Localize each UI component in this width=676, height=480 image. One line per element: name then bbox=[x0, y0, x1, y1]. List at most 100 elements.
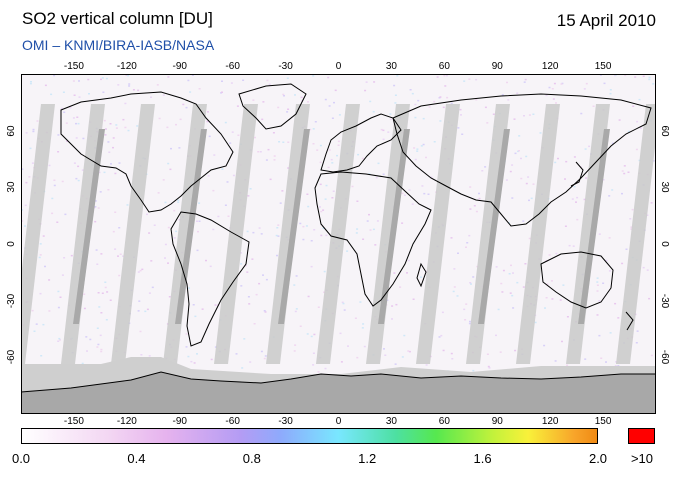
noise-speck bbox=[59, 296, 62, 298]
noise-speck bbox=[125, 74, 128, 76]
noise-speck bbox=[229, 142, 232, 144]
noise-speck bbox=[189, 91, 192, 93]
noise-speck bbox=[389, 113, 392, 115]
tick-left-label: -60 bbox=[6, 350, 17, 365]
noise-speck bbox=[376, 220, 379, 222]
noise-speck bbox=[258, 282, 261, 285]
noise-speck bbox=[510, 264, 512, 267]
colorbar-label: 0.4 bbox=[127, 451, 146, 466]
noise-speck bbox=[553, 82, 556, 85]
noise-speck bbox=[470, 283, 472, 285]
noise-speck bbox=[310, 335, 313, 338]
noise-speck bbox=[502, 269, 505, 272]
noise-speck bbox=[75, 137, 78, 139]
noise-speck bbox=[382, 138, 385, 141]
noise-speck bbox=[639, 127, 642, 129]
noise-speck bbox=[408, 189, 411, 191]
noise-speck bbox=[136, 125, 139, 127]
swath-gap bbox=[616, 104, 656, 364]
noise-speck bbox=[224, 121, 227, 124]
noise-speck bbox=[608, 195, 611, 197]
noise-speck bbox=[126, 204, 129, 206]
noise-speck bbox=[609, 92, 612, 95]
noise-speck bbox=[401, 222, 404, 224]
noise-speck bbox=[39, 243, 42, 245]
noise-speck bbox=[317, 371, 320, 373]
noise-speck bbox=[525, 182, 528, 185]
noise-speck bbox=[104, 134, 107, 136]
noise-speck bbox=[440, 334, 443, 337]
tick-top-label: 60 bbox=[438, 61, 450, 72]
noise-speck bbox=[463, 308, 466, 311]
noise-speck bbox=[36, 120, 39, 122]
tick-bottom-label: 150 bbox=[594, 416, 612, 427]
noise-speck bbox=[312, 75, 315, 77]
noise-speck bbox=[614, 302, 617, 305]
noise-speck bbox=[286, 77, 289, 79]
noise-speck bbox=[313, 333, 316, 336]
noise-speck bbox=[210, 358, 213, 361]
noise-speck bbox=[287, 141, 290, 143]
noise-speck bbox=[365, 81, 368, 83]
swath-gap bbox=[111, 104, 155, 364]
noise-speck bbox=[190, 360, 193, 363]
noise-speck bbox=[475, 99, 478, 101]
noise-speck bbox=[439, 96, 442, 98]
south-america-outline bbox=[170, 211, 250, 347]
noise-speck bbox=[77, 179, 80, 182]
noise-speck bbox=[384, 354, 387, 356]
noise-speck bbox=[235, 353, 238, 355]
noise-speck bbox=[328, 149, 331, 151]
noise-speck bbox=[156, 84, 159, 86]
noise-speck bbox=[399, 286, 402, 288]
noise-speck bbox=[580, 112, 583, 115]
noise-speck bbox=[337, 144, 340, 146]
noise-speck bbox=[487, 365, 490, 368]
noise-speck bbox=[118, 162, 121, 164]
noise-speck bbox=[158, 117, 161, 120]
noise-speck bbox=[413, 147, 416, 149]
noise-speck bbox=[495, 266, 498, 268]
noise-speck bbox=[543, 344, 546, 347]
noise-speck bbox=[511, 164, 514, 166]
noise-speck bbox=[497, 308, 500, 311]
noise-speck bbox=[401, 192, 404, 195]
noise-speck bbox=[259, 151, 262, 153]
continent-outlines bbox=[60, 83, 652, 347]
noise-speck bbox=[314, 121, 317, 123]
noise-speck bbox=[584, 148, 587, 150]
noise-speck bbox=[257, 151, 260, 153]
noise-speck bbox=[205, 259, 207, 262]
noise-speck bbox=[621, 262, 624, 265]
noise-speck bbox=[460, 114, 462, 116]
noise-speck bbox=[97, 292, 100, 294]
credit-line: OMI – KNMI/BIRA-IASB/NASA bbox=[22, 37, 215, 53]
noise-speck bbox=[439, 120, 442, 122]
noise-speck bbox=[240, 252, 242, 254]
noise-speck bbox=[294, 310, 297, 313]
noise-speck bbox=[596, 281, 599, 283]
noise-speck bbox=[276, 254, 278, 257]
noise-speck bbox=[650, 354, 653, 357]
noise-speck bbox=[128, 85, 131, 87]
noise-speck bbox=[109, 299, 112, 301]
colorbar-label: 0.0 bbox=[11, 451, 31, 466]
noise-speck bbox=[359, 301, 362, 303]
noise-speck bbox=[457, 252, 459, 254]
noise-speck bbox=[522, 286, 525, 288]
noise-speck bbox=[115, 127, 118, 129]
noise-speck bbox=[588, 145, 591, 148]
noise-speck bbox=[254, 136, 256, 139]
noise-speck bbox=[66, 140, 69, 142]
noise-speck bbox=[523, 81, 526, 83]
north-america-outline bbox=[60, 91, 234, 213]
noise-speck bbox=[475, 78, 478, 81]
noise-speck bbox=[459, 108, 462, 111]
noise-speck bbox=[596, 290, 599, 292]
noise-speck bbox=[421, 185, 424, 187]
noise-speck bbox=[648, 78, 651, 81]
noise-speck bbox=[484, 166, 487, 168]
noise-speck bbox=[87, 78, 90, 81]
noise-speck bbox=[317, 306, 320, 308]
noise-speck bbox=[100, 312, 103, 314]
